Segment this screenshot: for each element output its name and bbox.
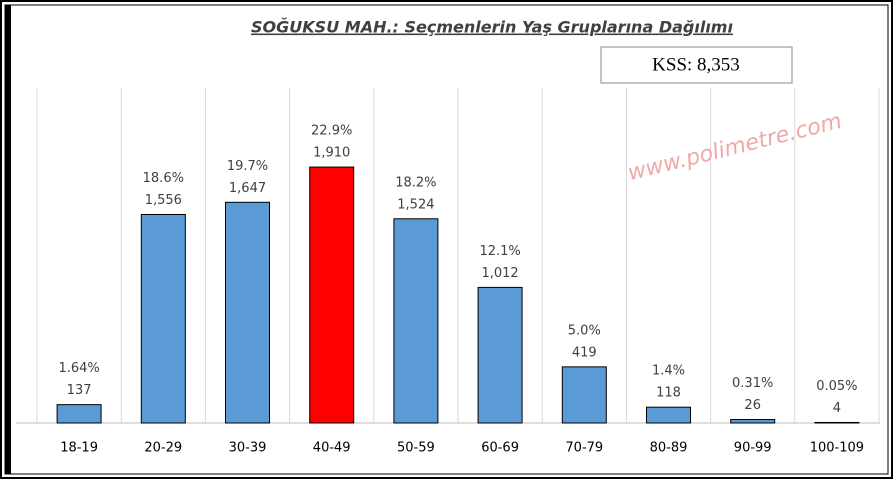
- annotation-box: [600, 46, 793, 84]
- x-tick-label: 20-29: [144, 441, 182, 456]
- x-tick-label: 18-19: [60, 441, 98, 456]
- x-tick-label: 90-99: [734, 441, 772, 456]
- value-label: 137: [67, 383, 92, 398]
- bar: [730, 419, 776, 424]
- value-label: 1,556: [145, 193, 182, 208]
- share-label: 18.2%: [395, 175, 436, 190]
- bar: [393, 218, 439, 424]
- share-label: 1.64%: [58, 361, 99, 376]
- value-label: 118: [656, 386, 681, 401]
- share-label: 5.0%: [568, 323, 601, 338]
- bar: [140, 213, 186, 424]
- share-label: 12.1%: [479, 244, 520, 259]
- chart-title: SOĞUKSU MAH.: Seçmenlerin Yaş Gruplarına…: [251, 18, 733, 37]
- share-label: 18.6%: [143, 171, 184, 186]
- share-label: 0.05%: [816, 379, 857, 394]
- value-label: 419: [572, 345, 597, 360]
- bar: [309, 166, 355, 424]
- bar: [814, 421, 860, 424]
- value-label: 1,524: [397, 197, 434, 212]
- watermark: www.polimetre.com: [625, 109, 844, 186]
- value-label: 1,910: [313, 146, 350, 161]
- annotation: KSS: 8,353: [652, 54, 740, 75]
- x-tick-label: 40-49: [313, 441, 351, 456]
- value-label: 4: [833, 401, 841, 416]
- bar: [225, 201, 270, 424]
- x-tick-label: 80-89: [650, 441, 688, 456]
- bar: [561, 366, 607, 424]
- value-label: 26: [744, 398, 761, 413]
- x-tick-label: 70-79: [565, 441, 603, 456]
- value-label: 1,012: [481, 266, 518, 281]
- bar: [56, 404, 102, 424]
- x-tick-label: 100-109: [810, 441, 864, 456]
- share-label: 1.4%: [652, 364, 685, 379]
- value-label: 1,647: [229, 181, 266, 196]
- left-edge: [5, 5, 11, 474]
- share-label: 19.7%: [227, 159, 268, 174]
- bar: [646, 406, 691, 424]
- x-tick-label: 60-69: [481, 441, 519, 456]
- x-tick-label: 50-59: [397, 441, 435, 456]
- share-label: 0.31%: [732, 376, 773, 391]
- bar: [477, 286, 523, 424]
- x-tick-label: 30-39: [229, 441, 267, 456]
- share-label: 22.9%: [311, 124, 352, 139]
